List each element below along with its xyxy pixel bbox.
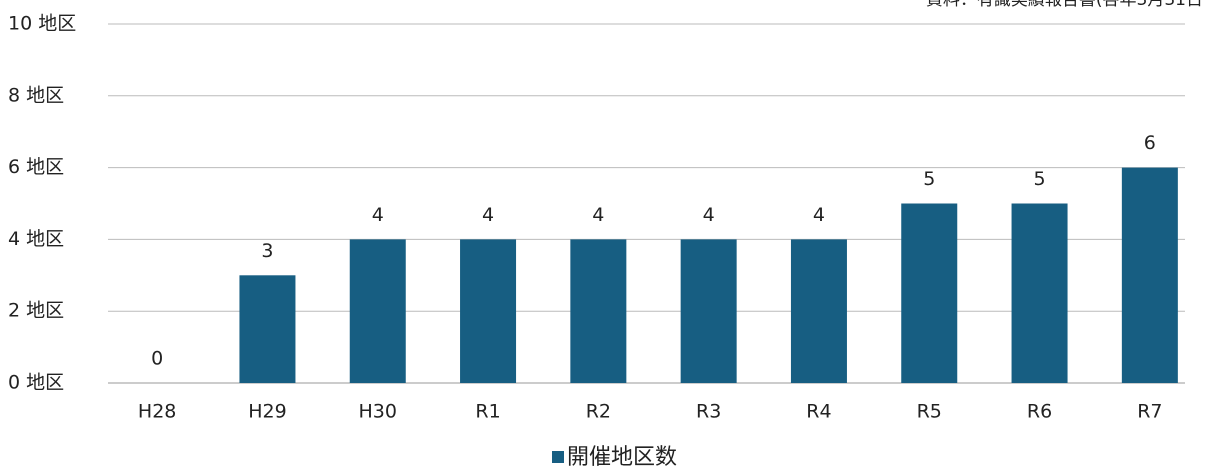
bar bbox=[1011, 203, 1068, 383]
bar bbox=[1121, 167, 1178, 383]
data-label: 4 bbox=[703, 204, 715, 226]
data-label: 5 bbox=[1034, 168, 1046, 190]
data-label: 4 bbox=[482, 204, 494, 226]
bar bbox=[901, 203, 958, 383]
x-tick-label: R1 bbox=[475, 401, 500, 423]
data-label: 0 bbox=[151, 348, 163, 370]
data-label: 5 bbox=[923, 168, 935, 190]
bar bbox=[349, 239, 406, 383]
data-label: 4 bbox=[813, 204, 825, 226]
x-tick-label: R7 bbox=[1137, 401, 1162, 423]
data-label: 6 bbox=[1144, 132, 1156, 154]
bar bbox=[790, 239, 847, 383]
bar bbox=[570, 239, 627, 383]
data-label: 4 bbox=[372, 204, 384, 226]
legend-label: 開催地区数 bbox=[567, 445, 677, 470]
x-tick-label: H28 bbox=[138, 401, 176, 423]
x-tick-label: R6 bbox=[1027, 401, 1052, 423]
bar bbox=[460, 239, 517, 383]
y-tick-label: 4 地区 bbox=[8, 228, 64, 250]
y-tick-label: 0 地区 bbox=[8, 372, 64, 394]
y-tick-label: 6 地区 bbox=[8, 156, 64, 178]
x-tick-label: R3 bbox=[696, 401, 721, 423]
data-label: 4 bbox=[592, 204, 604, 226]
legend-swatch bbox=[552, 451, 564, 463]
x-tick-label: H30 bbox=[359, 401, 397, 423]
y-tick-label: 8 地区 bbox=[8, 84, 64, 106]
y-tick-label: 2 地区 bbox=[8, 300, 64, 322]
x-tick-label: R2 bbox=[586, 401, 611, 423]
x-tick-label: H29 bbox=[248, 401, 286, 423]
y-tick-label: 10 地区 bbox=[8, 13, 76, 35]
source-note: 資料：有識実績報告書(各年3月31日 bbox=[926, 0, 1203, 10]
x-tick-label: R5 bbox=[917, 401, 942, 423]
x-tick-label: R4 bbox=[806, 401, 831, 423]
bar bbox=[239, 275, 296, 383]
data-label: 3 bbox=[261, 240, 273, 262]
bar bbox=[680, 239, 737, 383]
